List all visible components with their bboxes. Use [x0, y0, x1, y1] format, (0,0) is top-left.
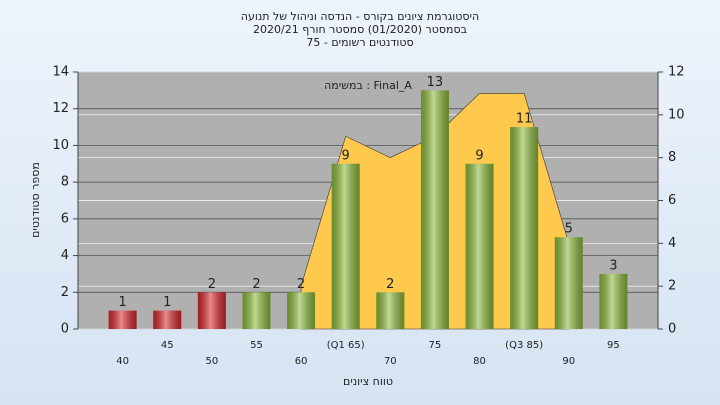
x-tick-label: 40 [116, 356, 129, 367]
x-tick-label: (Q3 85) [505, 340, 543, 351]
bar-shine [287, 292, 316, 329]
y-tick-label: 14 [52, 65, 69, 80]
bar-shine [108, 310, 137, 329]
y-tick-label: 10 [52, 138, 69, 153]
bar-shine [554, 237, 583, 329]
bar-shine [197, 292, 226, 329]
data-label: 3 [609, 258, 617, 273]
y-tick-label: 12 [52, 101, 69, 116]
y-tick-label: 4 [61, 248, 69, 263]
y2-tick-label: 2 [668, 279, 676, 294]
data-label: 2 [208, 277, 216, 292]
y2-tick-label: 10 [668, 107, 685, 122]
data-label: 5 [565, 222, 573, 237]
data-label: 9 [342, 148, 350, 163]
y2-tick-label: 8 [668, 150, 676, 165]
data-label: 2 [252, 277, 260, 292]
bar-shine [153, 310, 182, 329]
y-axis-label: מספר סטודנטים [29, 162, 42, 238]
data-label: 9 [475, 148, 483, 163]
x-tick-label: (Q1 65) [327, 340, 365, 351]
y2-tick-label: 4 [668, 236, 676, 251]
bar-shine [420, 90, 449, 329]
data-label: 11 [516, 112, 533, 127]
title-line: היסטוגרמת ציונים בקורס - הנדסה וניהול של… [241, 10, 479, 23]
data-label: 13 [427, 75, 444, 90]
y2-tick-label: 0 [668, 322, 676, 337]
y-tick-label: 2 [61, 285, 69, 300]
annotation: במשימה : Final_A [324, 79, 412, 92]
bar-shine [465, 163, 494, 329]
data-label: 2 [386, 277, 394, 292]
y2-tick-label: 12 [668, 65, 685, 80]
y-tick-label: 6 [61, 211, 69, 226]
y-tick-label: 0 [61, 322, 69, 337]
x-tick-label: 80 [473, 356, 486, 367]
data-label: 1 [163, 295, 171, 310]
x-tick-label: 75 [429, 340, 442, 351]
title-line: סטודנטים רשומים - 75 [306, 36, 413, 49]
x-tick-label: 50 [205, 356, 218, 367]
bar-shine [599, 273, 628, 329]
bar-shine [331, 163, 360, 329]
bar-shine [242, 292, 271, 329]
y2-tick-label: 6 [668, 193, 676, 208]
bar-shine [376, 292, 405, 329]
x-tick-label: 95 [607, 340, 620, 351]
x-tick-label: 70 [384, 356, 397, 367]
y-tick-label: 8 [61, 175, 69, 190]
data-label: 2 [297, 277, 305, 292]
x-tick-label: 55 [250, 340, 263, 351]
bar-shine [510, 127, 539, 329]
x-tick-label: 45 [161, 340, 174, 351]
data-label: 1 [118, 295, 126, 310]
x-tick-label: 90 [562, 356, 575, 367]
title-line: בסמסטר (01/2020) סמסטר חורף 2020/21 [253, 23, 467, 36]
x-axis-label: טווח ציונים [343, 375, 393, 388]
x-tick-label: 60 [295, 356, 308, 367]
